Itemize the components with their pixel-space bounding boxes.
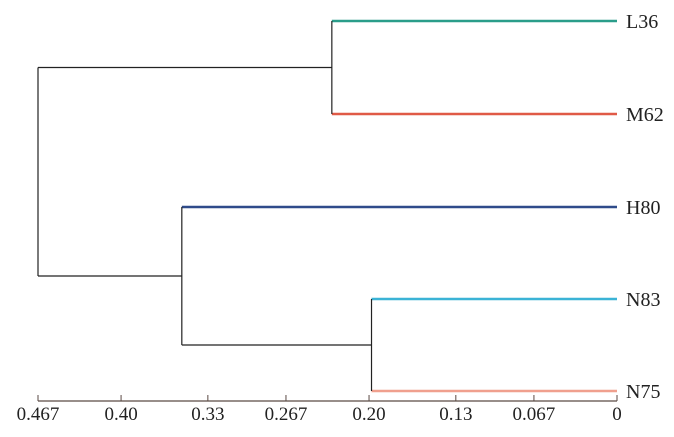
x-tick-label: 0.20 — [352, 404, 385, 425]
x-tick-label: 0.33 — [191, 404, 224, 425]
x-tick-label: 0.40 — [104, 404, 137, 425]
leaf-label-L36: L36 — [626, 11, 658, 33]
x-tick-label: 0.467 — [17, 404, 60, 425]
x-tick-label: 0 — [612, 404, 622, 425]
leaf-label-M62: M62 — [626, 104, 664, 126]
leaf-label-H80: H80 — [626, 197, 660, 219]
dendrogram-leaves: L36 M62 H80 N83 N75 — [626, 11, 664, 403]
x-axis: 0.467 0.40 0.33 0.267 0.20 0.13 0.067 0 — [17, 395, 622, 425]
x-tick-label: 0.13 — [439, 404, 472, 425]
leaf-label-N83: N83 — [626, 289, 660, 311]
leaf-label-N75: N75 — [626, 381, 660, 403]
x-tick-label: 0.267 — [265, 404, 308, 425]
dendrogram-links — [37, 19, 617, 393]
x-tick-label: 0.067 — [513, 404, 556, 425]
